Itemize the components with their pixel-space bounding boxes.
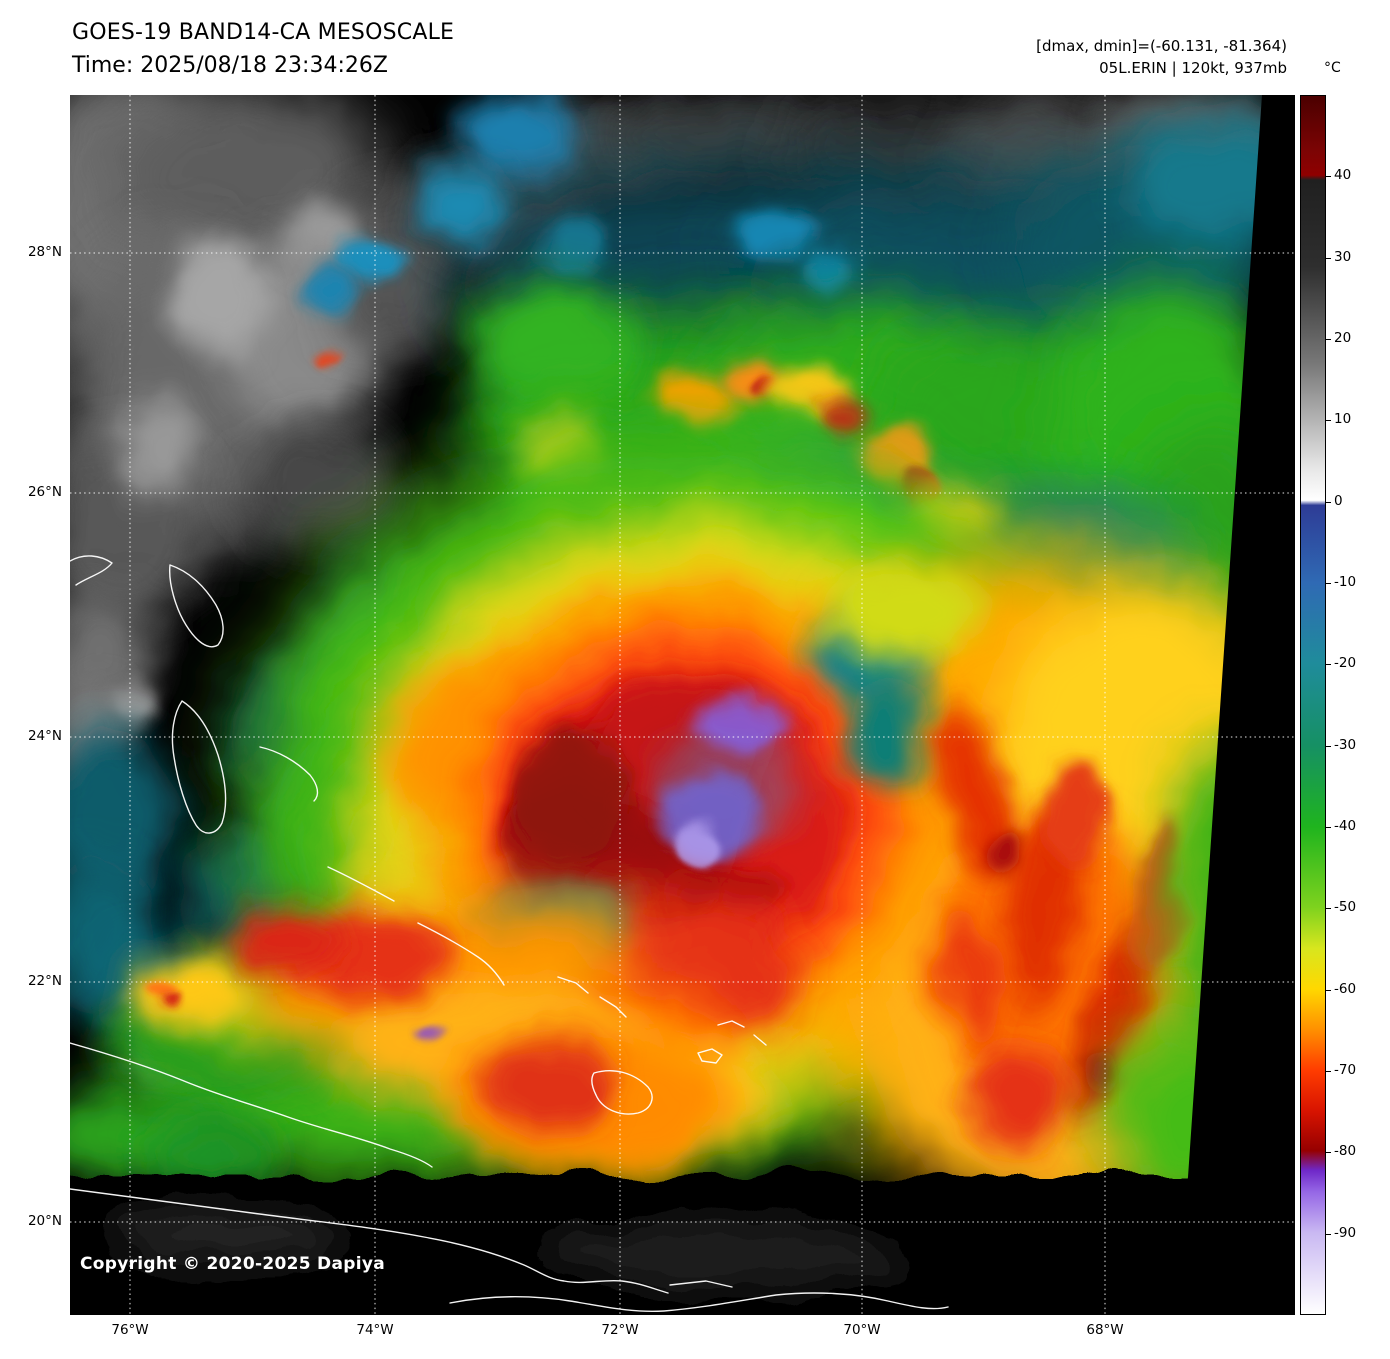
lon-label-70w: 70°W — [843, 1322, 881, 1338]
colorbar-tickmark — [1326, 664, 1331, 665]
colorbar-tick-m50: -50 — [1334, 899, 1357, 915]
colorbar-tickmark — [1326, 502, 1331, 503]
satellite-image-panel — [70, 95, 1295, 1315]
lon-label-68w: 68°W — [1086, 1322, 1124, 1338]
lon-label-76w: 76°W — [111, 1322, 149, 1338]
colorbar-tick-m90: -90 — [1334, 1225, 1357, 1241]
readout-block: [dmax, dmin]=(-60.131, -81.364) 05L.ERIN… — [1036, 35, 1287, 79]
lon-label-74w: 74°W — [356, 1322, 394, 1338]
colorbar-tickmark — [1326, 990, 1331, 991]
colorbar-tickmark — [1326, 827, 1331, 828]
colorbar-tick-m30: -30 — [1334, 737, 1357, 753]
colorbar-tickmark — [1326, 420, 1331, 421]
colorbar-tick-0: 0 — [1334, 493, 1343, 509]
colorbar-tickmark — [1326, 1071, 1331, 1072]
cloud-field — [70, 95, 1295, 1315]
colorbar-tickmark — [1326, 339, 1331, 340]
colorbar-tickmark — [1326, 1152, 1331, 1153]
colorbar-tick-40: 40 — [1334, 167, 1352, 183]
colorbar-tick-m70: -70 — [1334, 1062, 1357, 1078]
storm-info-readout: 05L.ERIN | 120kt, 937mb — [1099, 59, 1287, 77]
latlon-grid — [70, 95, 1295, 1315]
colorbar-tick-m80: -80 — [1334, 1143, 1357, 1159]
lat-label-28n: 28°N — [27, 244, 62, 260]
lat-label-26n: 26°N — [27, 484, 62, 500]
colorbar-tickmark — [1326, 176, 1331, 177]
colorbar-tickmark — [1326, 583, 1331, 584]
lon-label-72w: 72°W — [601, 1322, 639, 1338]
lat-label-20n: 20°N — [27, 1213, 62, 1229]
copyright-notice: Copyright © 2020-2025 Dapiya — [80, 1254, 385, 1274]
product-title: GOES-19 BAND14-CA MESOSCALE — [72, 20, 455, 45]
colorbar-tick-m40: -40 — [1334, 818, 1357, 834]
lat-label-24n: 24°N — [27, 728, 62, 744]
colorbar-tickmark — [1326, 258, 1331, 259]
colorbar-tick-m10: -10 — [1334, 574, 1357, 590]
sector-edge-nodata — [1168, 95, 1295, 1315]
scan-time: Time: 2025/08/18 23:34:26Z — [72, 53, 388, 78]
satellite-image — [70, 95, 1295, 1315]
colorbar-tickmark — [1326, 1234, 1331, 1235]
colorbar — [1300, 95, 1326, 1315]
colorbar-unit-label: °C — [1324, 60, 1341, 76]
colorbar-tick-m20: -20 — [1334, 655, 1357, 671]
lat-label-22n: 22°N — [27, 973, 62, 989]
colorbar-tick-30: 30 — [1334, 249, 1352, 265]
coastlines-overlay — [70, 555, 949, 1313]
southern-rainband — [70, 895, 735, 1189]
colorbar-tickmark — [1326, 908, 1331, 909]
colorbar-tickmark — [1326, 746, 1331, 747]
colorbar-tick-m60: -60 — [1334, 981, 1357, 997]
colorbar-tick-20: 20 — [1334, 330, 1352, 346]
dmax-dmin-readout: [dmax, dmin]=(-60.131, -81.364) — [1036, 37, 1287, 55]
colorbar-tick-10: 10 — [1334, 411, 1352, 427]
